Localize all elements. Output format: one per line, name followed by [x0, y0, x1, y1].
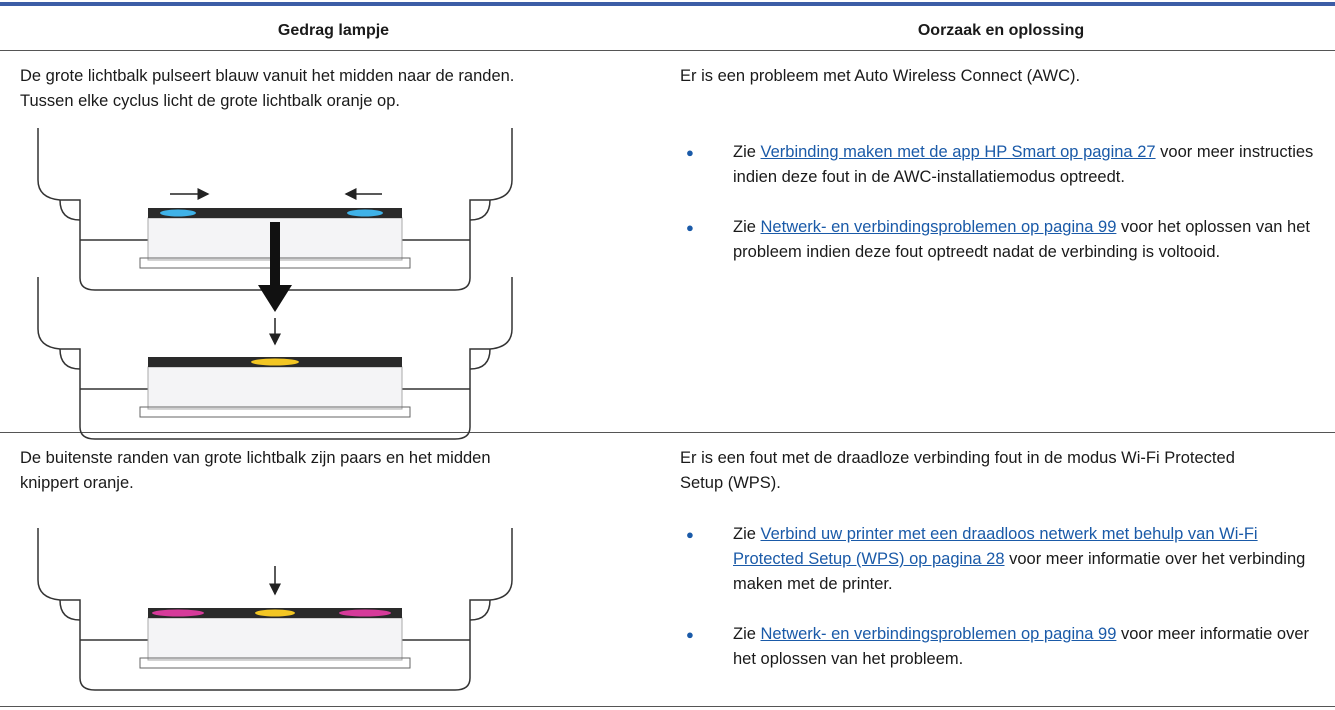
bullet-suffix: voor het oplossen van het probleem indie… [733, 218, 1310, 261]
behavior-text: De grote lichtbalk pulseert blauw vanuit… [20, 67, 515, 85]
cross-reference-link[interactable]: Verbind uw printer met een draadloos net… [733, 525, 1258, 568]
column-header: Gedrag lampje [277, 22, 390, 39]
bullet-prefix: Zie [733, 625, 756, 643]
behavior-text: knippert oranje. [20, 474, 134, 492]
cause-intro: Er is een probleem met Auto Wireless Con… [680, 67, 1081, 85]
bullet-marker: ● [686, 145, 694, 160]
behavior-text: De buitenste randen van grote lichtbalk … [20, 449, 491, 467]
bullet-suffix: voor meer informatie over het oplossen v… [733, 625, 1309, 668]
bullet-prefix: Zie [733, 525, 756, 543]
behavior-text: Tussen elke cyclus licht de grote lichtb… [20, 92, 400, 110]
bullet-suffix: voor meer informatie over het verbinding… [733, 550, 1306, 593]
bullet-item: Zie Verbind uw printer met een draadloos… [733, 522, 1318, 597]
bullet-prefix: Zie [733, 218, 756, 236]
printer-illustration [37, 527, 513, 691]
cross-reference-link[interactable]: Verbinding maken met de app HP Smart op … [760, 143, 1156, 161]
bottom-rule [0, 706, 1335, 707]
row-rule [0, 432, 1335, 433]
cross-reference-link[interactable]: Netwerk- en verbindingsproblemen op pagi… [760, 625, 1117, 643]
cause-intro: Er is een fout met de draadloze verbindi… [680, 449, 1235, 492]
bullet-marker: ● [686, 627, 694, 642]
bullet-suffix: voor meer instructies indien deze fout i… [733, 143, 1314, 186]
bullet-prefix: Zie [733, 143, 756, 161]
bullet-item: Zie Verbinding maken met de app HP Smart… [733, 140, 1318, 190]
top-rule [0, 2, 1335, 6]
bullet-item: Zie Netwerk- en verbindingsproblemen op … [733, 215, 1318, 265]
printer-illustration [37, 127, 513, 440]
column-header: Oorzaak en oplossing [917, 22, 1085, 39]
cross-reference-link[interactable]: Netwerk- en verbindingsproblemen op pagi… [760, 218, 1117, 236]
header-rule [0, 50, 1335, 51]
bullet-marker: ● [686, 220, 694, 235]
bullet-item: Zie Netwerk- en verbindingsproblemen op … [733, 622, 1318, 672]
bullet-marker: ● [686, 527, 694, 542]
